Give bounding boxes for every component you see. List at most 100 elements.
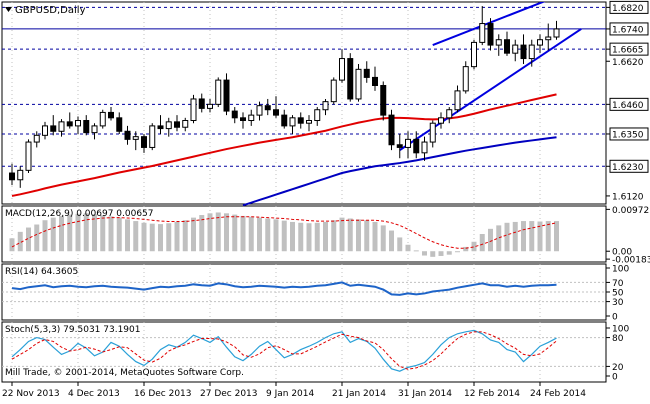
x-tick-label: 31 Jan 2014 xyxy=(398,389,452,399)
bull-candle-body xyxy=(454,90,461,111)
candle xyxy=(537,34,543,54)
macd-histogram-bar xyxy=(83,213,89,252)
candle xyxy=(58,119,65,137)
bull-candle-body xyxy=(528,44,535,60)
bear-candle-body xyxy=(264,105,271,111)
bull-candle-body xyxy=(537,39,543,46)
bull-candle-body xyxy=(438,117,444,124)
bull-candle-body xyxy=(256,105,263,116)
bull-candle-body xyxy=(190,98,197,122)
macd-histogram-bar xyxy=(372,221,378,252)
macd-histogram-bar xyxy=(75,213,81,252)
bull-candle-body xyxy=(306,120,312,124)
macd-histogram-bar xyxy=(224,213,229,252)
macd-histogram-bar xyxy=(422,251,427,256)
bear-candle-body xyxy=(240,117,246,122)
macd-histogram-bar xyxy=(17,231,23,252)
macd-histogram-bar xyxy=(430,251,436,257)
candle xyxy=(528,39,535,67)
x-tick-label: 21 Jan 2014 xyxy=(332,389,386,399)
price-tick-label: 1.6740 xyxy=(612,25,644,35)
macd-histogram-bar xyxy=(42,220,48,252)
bear-candle-body xyxy=(388,114,395,146)
candle xyxy=(512,39,519,62)
macd-histogram-bar xyxy=(446,251,452,255)
bear-candle-body xyxy=(363,68,370,78)
candle xyxy=(207,98,213,113)
price-tick-label: 1.6665 xyxy=(612,46,644,56)
bull-candle-body xyxy=(75,120,81,127)
macd-histogram-bar xyxy=(306,223,312,252)
macd-histogram-bar xyxy=(141,222,147,252)
bear-candle-body xyxy=(50,125,57,132)
candle xyxy=(413,131,420,159)
candle xyxy=(479,6,486,46)
bull-candle-body xyxy=(17,169,24,181)
bull-candle-body xyxy=(339,58,345,81)
bear-candle-body xyxy=(281,114,288,127)
macd-histogram-bar xyxy=(133,221,139,252)
macd-histogram-bar xyxy=(537,221,543,252)
stoch-tick-label: 0 xyxy=(612,373,618,383)
price-tick-label: 1.6460 xyxy=(612,101,644,111)
data-marks xyxy=(9,2,582,372)
candle xyxy=(289,115,296,134)
candle xyxy=(273,96,279,118)
candle xyxy=(198,93,205,113)
candle xyxy=(355,63,362,102)
bull-candle-body xyxy=(42,125,48,136)
bull-candle-body xyxy=(322,101,329,111)
bear-candle-body xyxy=(9,172,15,181)
macd-histogram-bar xyxy=(347,218,353,252)
macd-histogram-bar xyxy=(248,216,254,252)
price-panel-frame xyxy=(1,1,607,205)
macd-histogram-bar xyxy=(397,237,403,252)
candle xyxy=(487,18,494,51)
candle xyxy=(471,39,477,70)
bull-candle-body xyxy=(330,79,337,103)
macd-histogram-bar xyxy=(496,225,502,252)
macd-histogram-bar xyxy=(116,217,122,252)
stoch-tick-label: 20 xyxy=(612,363,624,373)
bear-candle-body xyxy=(66,121,73,127)
candle xyxy=(429,120,436,148)
stoch-tick-label: 100 xyxy=(612,325,629,335)
candle xyxy=(132,131,139,151)
macd-histogram-bar xyxy=(59,215,64,252)
bear-candle-body xyxy=(297,117,304,124)
price-tick-label: 1.6820 xyxy=(612,4,644,14)
macd-histogram-bar xyxy=(50,217,56,252)
bear-candle-body xyxy=(231,110,238,119)
macd-tick-label: 0.00972 xyxy=(612,206,649,216)
candle xyxy=(504,31,510,56)
dropdown-triangle-icon[interactable] xyxy=(5,7,12,12)
macd-histogram-bar xyxy=(488,228,493,252)
macd-signal-line xyxy=(11,216,557,249)
macd-tick-label: 0.00 xyxy=(612,248,632,258)
macd-histogram-bar xyxy=(545,221,551,252)
bear-candle-body xyxy=(108,111,114,119)
bull-candle-body xyxy=(215,79,222,105)
x-tick-label: 24 Feb 2014 xyxy=(530,389,586,399)
bear-candle-body xyxy=(198,98,205,109)
macd-histogram-bar xyxy=(207,213,213,252)
macd-histogram-bar xyxy=(554,221,559,252)
macd-histogram-bar xyxy=(232,214,238,252)
candle xyxy=(42,121,48,140)
macd-histogram-bar xyxy=(339,217,345,252)
candle xyxy=(157,115,164,134)
x-tick-label: 16 Dec 2013 xyxy=(134,389,192,399)
candle xyxy=(25,139,32,174)
macd-histogram-bar xyxy=(191,217,196,252)
bear-candle-body xyxy=(413,138,420,154)
candle xyxy=(99,109,106,129)
price-tick-label: 1.6120 xyxy=(612,192,644,202)
bull-candle-body xyxy=(165,121,172,130)
candle xyxy=(108,107,114,121)
macd-histogram-bar xyxy=(158,224,163,252)
ma-slow-line xyxy=(242,136,557,207)
rsi-tick-label: 50 xyxy=(612,289,624,299)
bull-candle-body xyxy=(421,141,428,154)
